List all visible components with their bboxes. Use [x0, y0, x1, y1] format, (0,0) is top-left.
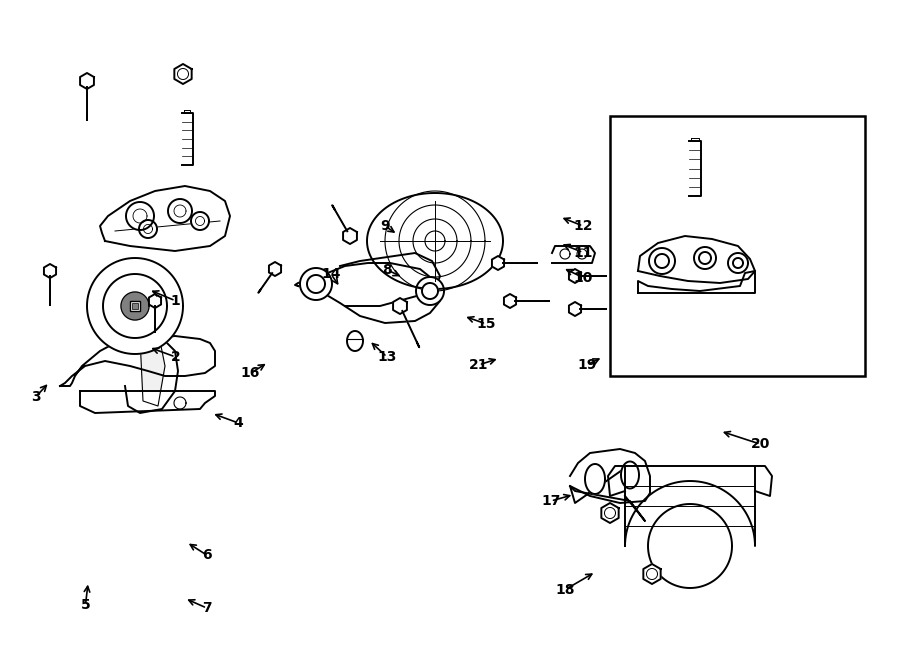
Polygon shape — [332, 206, 347, 231]
Text: 13: 13 — [377, 350, 397, 364]
Polygon shape — [80, 73, 94, 89]
Polygon shape — [182, 113, 193, 165]
Text: 19: 19 — [577, 358, 597, 372]
Polygon shape — [343, 228, 357, 244]
Text: 7: 7 — [202, 601, 211, 615]
Polygon shape — [184, 110, 190, 113]
Polygon shape — [422, 283, 438, 299]
Polygon shape — [191, 212, 209, 230]
Polygon shape — [175, 64, 192, 84]
Polygon shape — [585, 464, 605, 494]
Bar — [610, 116, 865, 376]
Polygon shape — [80, 391, 215, 413]
Polygon shape — [44, 264, 56, 278]
Text: 21: 21 — [469, 358, 489, 372]
Polygon shape — [608, 466, 625, 496]
Polygon shape — [625, 466, 755, 546]
Polygon shape — [552, 246, 595, 263]
Polygon shape — [307, 275, 325, 293]
Polygon shape — [340, 253, 440, 306]
Polygon shape — [269, 262, 281, 276]
Polygon shape — [492, 256, 504, 270]
Polygon shape — [728, 253, 748, 273]
Polygon shape — [416, 277, 444, 305]
Polygon shape — [60, 336, 215, 386]
Polygon shape — [569, 269, 581, 283]
Text: 20: 20 — [751, 437, 770, 451]
Polygon shape — [393, 298, 407, 314]
Polygon shape — [402, 311, 419, 347]
Text: 12: 12 — [573, 219, 593, 233]
Polygon shape — [126, 202, 154, 230]
Polygon shape — [87, 258, 183, 354]
Polygon shape — [648, 504, 732, 588]
Polygon shape — [689, 141, 701, 196]
Text: 17: 17 — [541, 494, 561, 508]
Polygon shape — [367, 193, 503, 289]
Polygon shape — [691, 138, 698, 141]
Polygon shape — [638, 271, 755, 293]
Polygon shape — [300, 268, 332, 300]
Bar — [130, 301, 140, 311]
Polygon shape — [125, 336, 178, 413]
Polygon shape — [121, 292, 149, 320]
Polygon shape — [733, 258, 743, 268]
Text: 1: 1 — [171, 293, 180, 308]
Polygon shape — [570, 468, 645, 521]
Text: 14: 14 — [321, 267, 341, 282]
Text: 16: 16 — [240, 366, 260, 381]
Text: 18: 18 — [555, 582, 575, 597]
Polygon shape — [504, 294, 516, 308]
Polygon shape — [139, 220, 157, 238]
Polygon shape — [621, 461, 639, 488]
Polygon shape — [644, 564, 661, 584]
Text: 9: 9 — [381, 219, 390, 233]
Text: 10: 10 — [573, 270, 593, 285]
Polygon shape — [570, 449, 650, 503]
Text: 4: 4 — [234, 416, 243, 430]
Polygon shape — [100, 186, 230, 251]
Polygon shape — [655, 254, 669, 268]
Text: 2: 2 — [171, 350, 180, 364]
Polygon shape — [699, 252, 711, 264]
Polygon shape — [103, 274, 167, 338]
Polygon shape — [694, 247, 716, 269]
Polygon shape — [569, 302, 581, 316]
Text: 6: 6 — [202, 548, 211, 563]
Polygon shape — [295, 263, 440, 323]
Bar — [132, 303, 138, 309]
Polygon shape — [168, 199, 192, 223]
Polygon shape — [601, 503, 618, 523]
Text: 8: 8 — [382, 262, 392, 277]
Polygon shape — [649, 248, 675, 274]
Text: 11: 11 — [573, 245, 593, 260]
Polygon shape — [148, 294, 161, 308]
Polygon shape — [258, 273, 272, 293]
Polygon shape — [638, 236, 755, 283]
Text: 5: 5 — [81, 598, 90, 612]
Text: 15: 15 — [476, 317, 496, 331]
Text: 3: 3 — [32, 389, 40, 404]
Polygon shape — [140, 338, 165, 406]
Polygon shape — [347, 331, 363, 351]
Polygon shape — [755, 466, 772, 496]
